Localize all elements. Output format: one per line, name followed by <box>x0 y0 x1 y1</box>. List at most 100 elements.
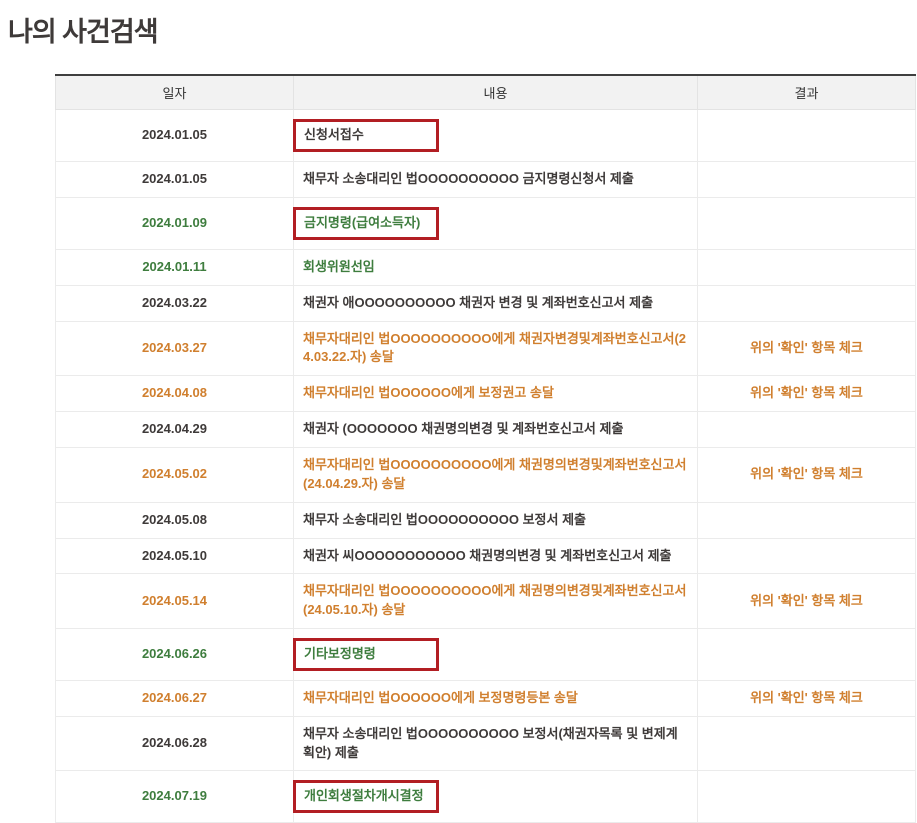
table-body: 2024.01.05 신청서접수 2024.01.05 채무자 소송대리인 법O… <box>55 109 916 823</box>
content-cell: 채권자 애OOOOOOOOOO 채권자 변경 및 계좌번호신고서 제출 <box>293 284 698 322</box>
content-text: 신청서접수 <box>293 119 439 153</box>
result-cell: 위의 '확인' 항목 체크 <box>697 375 916 413</box>
table-row: 2024.01.09 금지명령(급여소득자) <box>55 197 916 250</box>
result-text: 위의 '확인' 항목 체크 <box>750 689 863 705</box>
table-row: 2024.03.22 채권자 애OOOOOOOOOO 채권자 변경 및 계좌번호… <box>55 284 916 322</box>
content-text: 회생위원선임 <box>303 258 375 274</box>
page-title: 나의 사건검색 <box>8 17 159 47</box>
date-cell: 2024.04.08 <box>55 375 294 413</box>
content-text: 채권자 애OOOOOOOOOO 채권자 변경 및 계좌번호신고서 제출 <box>303 294 654 310</box>
date-text: 2024.05.08 <box>141 511 208 527</box>
date-text: 2024.03.27 <box>141 340 208 356</box>
date-cell: 2024.05.10 <box>55 537 294 575</box>
content-text: 개인회생절차개시결정 <box>293 780 439 814</box>
table-row: 2024.04.08 채무자대리인 법OOOOOO에게 보정권고 송달 위의 '… <box>55 375 916 413</box>
content-cell: 채무자대리인 법OOOOOOOOOO에게 채권자변경및계좌번호신고서(24.03… <box>293 320 698 377</box>
result-cell <box>697 248 916 286</box>
table-row: 2024.06.27 채무자대리인 법OOOOOO에게 보정명령등본 송달 위의… <box>55 679 916 717</box>
content-text: 채무자 소송대리인 법OOOOOOOOOO 보정서 제출 <box>303 511 587 527</box>
content-cell: 채무자대리인 법OOOOOO에게 보정권고 송달 <box>293 375 698 413</box>
content-text: 채무자 소송대리인 법OOOOOOOOOO 금지명령신청서 제출 <box>303 171 634 187</box>
content-cell: 채무자대리인 법OOOOOOOOOO에게 채권명의변경및계좌번호신고서(24.0… <box>293 573 698 630</box>
column-header-result: 결과 <box>697 75 916 111</box>
table-row: 2024.05.08 채무자 소송대리인 법OOOOOOOOOO 보정서 제출 <box>55 501 916 539</box>
result-cell <box>697 161 916 199</box>
content-text: 채권자 씨OOOOOOOOOOO 채권명의변경 및 계좌번호신고서 제출 <box>303 547 672 563</box>
content-text: 채무자대리인 법OOOOOO에게 보정명령등본 송달 <box>303 689 578 705</box>
table-row: 2024.06.26 기타보정명령 <box>55 628 916 681</box>
result-cell: 위의 '확인' 항목 체크 <box>697 679 916 717</box>
date-text: 2024.01.11 <box>142 258 207 274</box>
table-row: 2024.01.11 회생위원선임 <box>55 248 916 286</box>
column-header-content: 내용 <box>293 75 698 111</box>
date-cell: 2024.03.22 <box>55 284 294 322</box>
content-cell: 채권자 (OOOOOOO 채권명의변경 및 계좌번호신고서 제출 <box>293 411 698 448</box>
result-cell <box>697 537 916 575</box>
case-history-table-wrap: 일자 내용 결과 2024.01.05 신청서접수 2024.01.05 채무자… <box>55 74 916 823</box>
table-row: 2024.04.29 채권자 (OOOOOOO 채권명의변경 및 계좌번호신고서… <box>55 411 916 448</box>
date-text: 2024.07.19 <box>141 788 208 804</box>
table-row: 2024.07.19 개인회생절차개시결정 <box>55 770 916 823</box>
content-text: 채무자대리인 법OOOOOO에게 보정권고 송달 <box>303 385 554 401</box>
date-text: 2024.01.09 <box>141 215 208 231</box>
date-cell: 2024.04.29 <box>55 411 294 448</box>
date-text: 2024.06.28 <box>141 735 208 751</box>
date-cell: 2024.01.11 <box>55 248 294 286</box>
date-text: 2024.01.05 <box>141 171 208 187</box>
date-cell: 2024.06.27 <box>55 679 294 717</box>
table-row: 2024.01.05 채무자 소송대리인 법OOOOOOOOOO 금지명령신청서… <box>55 161 916 199</box>
result-cell <box>697 197 916 250</box>
content-text: 채무자대리인 법OOOOOOOOOO에게 채권자변경및계좌번호신고서(24.03… <box>303 330 687 365</box>
date-cell: 2024.01.05 <box>55 109 294 163</box>
date-cell: 2024.05.14 <box>55 573 294 630</box>
result-text: 위의 '확인' 항목 체크 <box>750 466 863 482</box>
content-text: 채무자대리인 법OOOOOOOOOO에게 채권명의변경및계좌번호신고서(24.0… <box>303 456 687 491</box>
content-text: 채권자 (OOOOOOO 채권명의변경 및 계좌번호신고서 제출 <box>303 421 624 437</box>
table-row: 2024.01.05 신청서접수 <box>55 109 916 163</box>
result-cell: 위의 '확인' 항목 체크 <box>697 320 916 377</box>
date-cell: 2024.06.26 <box>55 628 294 681</box>
date-text: 2024.05.10 <box>141 547 208 563</box>
result-cell <box>697 284 916 322</box>
result-cell <box>697 628 916 681</box>
content-cell: 채무자 소송대리인 법OOOOOOOOOO 보정서 제출 <box>293 501 698 539</box>
case-history-table: 일자 내용 결과 2024.01.05 신청서접수 2024.01.05 채무자… <box>55 74 916 823</box>
content-cell: 신청서접수 <box>293 109 698 163</box>
result-cell: 위의 '확인' 항목 체크 <box>697 573 916 630</box>
result-cell: 위의 '확인' 항목 체크 <box>697 446 916 503</box>
date-cell: 2024.01.09 <box>55 197 294 250</box>
result-cell <box>697 501 916 539</box>
table-row: 2024.05.02 채무자대리인 법OOOOOOOOOO에게 채권명의변경및계… <box>55 446 916 503</box>
content-cell: 채무자대리인 법OOOOOO에게 보정명령등본 송달 <box>293 679 698 717</box>
date-text: 2024.06.27 <box>141 689 208 705</box>
content-cell: 개인회생절차개시결정 <box>293 770 698 823</box>
content-text: 기타보정명령 <box>293 638 439 671</box>
content-text: 채무자대리인 법OOOOOOOOOO에게 채권명의변경및계좌번호신고서(24.0… <box>303 583 687 618</box>
result-cell <box>697 109 916 163</box>
column-header-date: 일자 <box>55 75 294 111</box>
date-text: 2024.06.26 <box>141 646 208 662</box>
date-cell: 2024.03.27 <box>55 320 294 377</box>
date-text: 2024.05.02 <box>141 466 208 482</box>
date-cell: 2024.05.02 <box>55 446 294 503</box>
date-cell: 2024.01.05 <box>55 161 294 199</box>
content-cell: 회생위원선임 <box>293 248 698 286</box>
date-text: 2024.04.08 <box>141 385 208 401</box>
table-row: 2024.05.14 채무자대리인 법OOOOOOOOOO에게 채권명의변경및계… <box>55 573 916 630</box>
content-text: 금지명령(급여소득자) <box>293 207 439 240</box>
table-row: 2024.05.10 채권자 씨OOOOOOOOOOO 채권명의변경 및 계좌번… <box>55 537 916 575</box>
date-text: 2024.01.05 <box>141 127 208 143</box>
content-cell: 채무자대리인 법OOOOOOOOOO에게 채권명의변경및계좌번호신고서(24.0… <box>293 446 698 503</box>
date-text: 2024.05.14 <box>141 592 208 608</box>
content-cell: 채무자 소송대리인 법OOOOOOOOOO 금지명령신청서 제출 <box>293 161 698 199</box>
date-cell: 2024.05.08 <box>55 501 294 539</box>
result-text: 위의 '확인' 항목 체크 <box>750 592 863 608</box>
result-cell <box>697 770 916 823</box>
table-header-row: 일자 내용 결과 <box>55 75 916 111</box>
content-cell: 채권자 씨OOOOOOOOOOO 채권명의변경 및 계좌번호신고서 제출 <box>293 537 698 575</box>
date-cell: 2024.07.19 <box>55 770 294 823</box>
result-text: 위의 '확인' 항목 체크 <box>750 340 863 356</box>
content-cell: 금지명령(급여소득자) <box>293 197 698 250</box>
date-text: 2024.03.22 <box>141 294 208 310</box>
